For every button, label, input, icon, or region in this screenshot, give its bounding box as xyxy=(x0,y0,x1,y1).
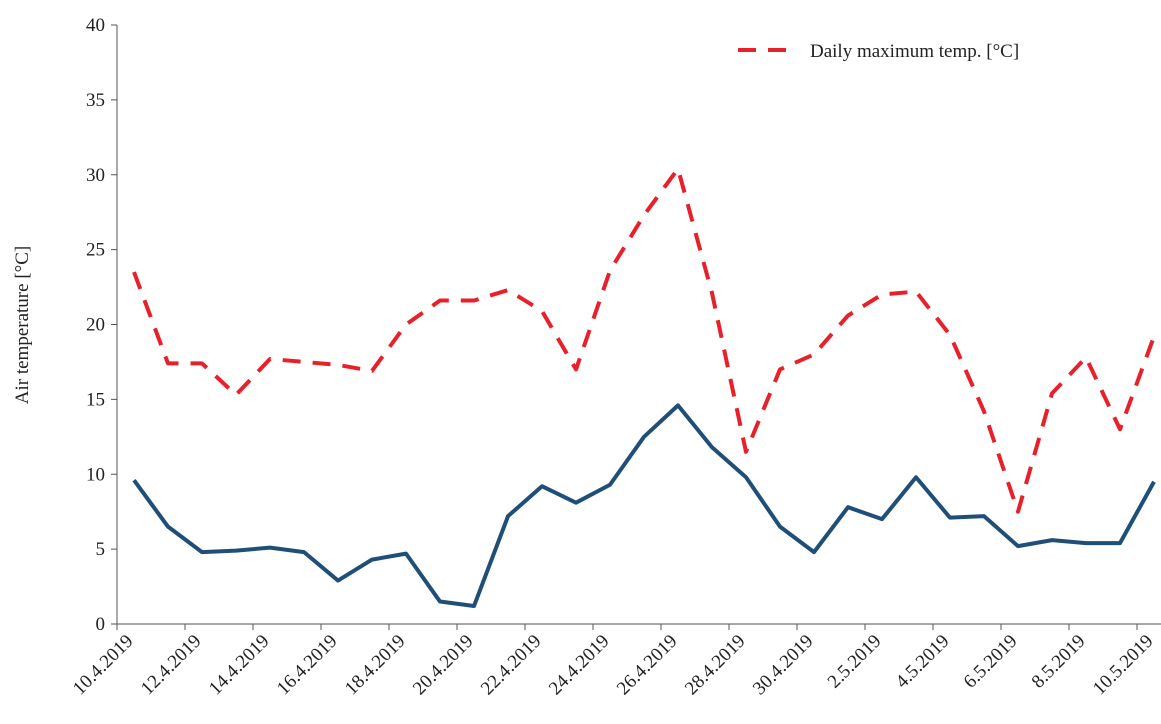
line-series xyxy=(132,403,1156,609)
line-series xyxy=(132,166,1156,514)
y-axis-label: Air temperature [°C] xyxy=(12,246,33,404)
x-tick-label: 24.4.2019 xyxy=(545,631,614,700)
x-tick-label: 30.4.2019 xyxy=(749,631,818,700)
x-tick-label: 26.4.2019 xyxy=(613,631,682,700)
x-tick-label: 10.5.2019 xyxy=(1089,631,1158,700)
x-tick-label: 4.5.2019 xyxy=(892,631,954,693)
y-tick-label: 20 xyxy=(86,315,105,336)
x-tick-label: 20.4.2019 xyxy=(409,631,478,700)
y-tick-label: 10 xyxy=(86,464,105,485)
x-tick-label: 10.4.2019 xyxy=(69,631,138,700)
y-tick-label: 15 xyxy=(86,389,105,410)
x-tick-label: 12.4.2019 xyxy=(137,631,206,700)
x-tick-label: 8.5.2019 xyxy=(1028,631,1090,693)
y-tick-label: 25 xyxy=(86,240,105,261)
x-tick-label: 2.5.2019 xyxy=(824,631,886,693)
legend-label: Daily maximum temp. [°C] xyxy=(810,41,1019,62)
x-tick-label: 28.4.2019 xyxy=(681,631,750,700)
y-tick-label: 30 xyxy=(86,165,105,186)
x-tick-label: 16.4.2019 xyxy=(273,631,342,700)
x-tick-label: 14.4.2019 xyxy=(205,631,274,700)
y-tick-label: 5 xyxy=(96,539,106,560)
x-tick-label: 22.4.2019 xyxy=(477,631,546,700)
y-tick-label: 0 xyxy=(96,614,106,635)
x-tick-label: 6.5.2019 xyxy=(960,631,1022,693)
x-tick-label: 18.4.2019 xyxy=(341,631,410,700)
y-tick-label: 40 xyxy=(86,15,105,36)
y-tick-label: 35 xyxy=(86,90,105,111)
